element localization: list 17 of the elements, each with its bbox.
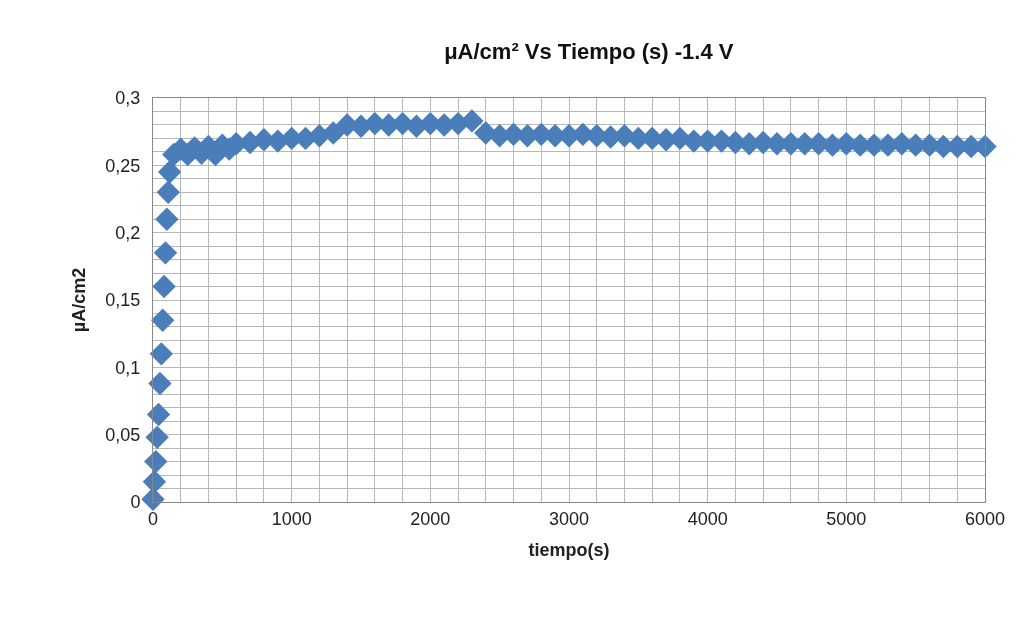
x-axis-title: tiempo(s) — [528, 539, 610, 560]
chart-title: μA/cm² Vs Tiempo (s) -1.4 V — [444, 38, 734, 64]
x-tick-label: 2000 — [410, 508, 451, 529]
x-tick-label: 1000 — [271, 508, 312, 529]
y-axis-title: µA/cm2 — [68, 267, 89, 333]
y-tick-label: 0 — [130, 492, 141, 513]
x-tick-label: 5000 — [826, 508, 867, 529]
y-tick-label: 0,1 — [115, 357, 141, 378]
y-tick-label: 0,05 — [105, 424, 141, 445]
y-tick-label: 0,25 — [105, 155, 141, 176]
x-tick-label: 4000 — [687, 508, 728, 529]
y-tick-label: 0,15 — [105, 290, 141, 311]
x-tick-label: 6000 — [964, 508, 1006, 529]
y-tick-label: 0,3 — [115, 88, 141, 109]
x-tick-label: 3000 — [548, 508, 590, 529]
y-tick-label: 0,2 — [115, 222, 141, 243]
x-tick-label: 0 — [147, 508, 159, 529]
